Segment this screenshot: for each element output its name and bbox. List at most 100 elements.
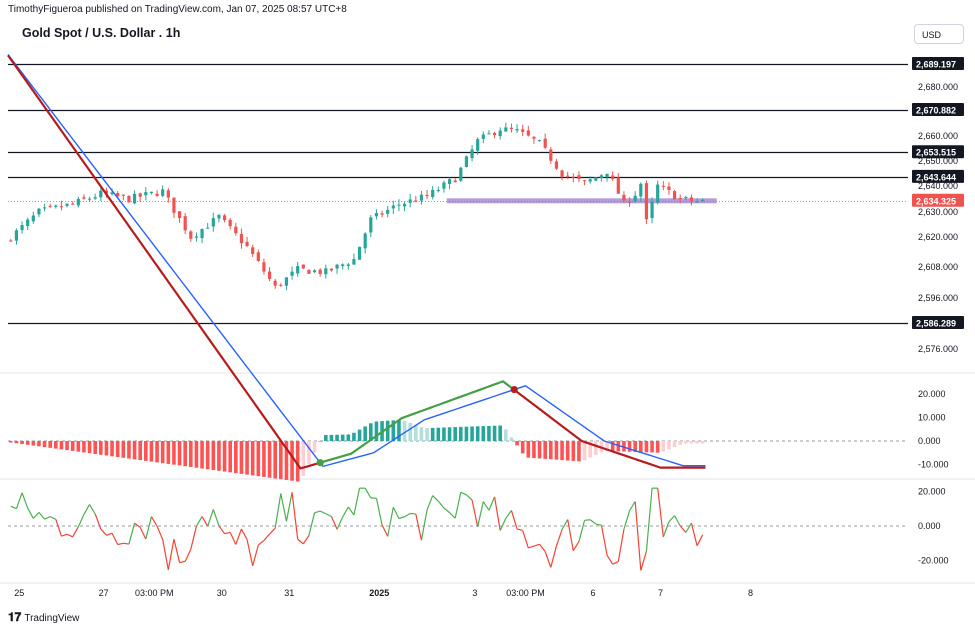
macd-histogram-bar: [144, 441, 148, 461]
oscillator-segment: [156, 525, 164, 540]
oscillator-segment: [94, 513, 102, 530]
candle-body: [26, 219, 30, 227]
currency-button[interactable]: USD: [914, 24, 964, 44]
tradingview-logo: 𝟏𝟕 TradingView: [8, 610, 79, 625]
candle-body: [296, 266, 300, 274]
oscillator-segment: [387, 507, 394, 537]
candle-body: [571, 176, 575, 178]
candle-body: [453, 180, 457, 183]
oscillator-segment: [426, 495, 434, 511]
macd-histogram-bar: [318, 440, 322, 442]
oscillator-segment: [179, 560, 186, 564]
candle-body: [31, 215, 35, 222]
oscillator-segment: [578, 520, 586, 542]
oscillator-segment: [477, 501, 484, 527]
macd-histogram-bar: [616, 441, 621, 452]
macd-histogram-bar: [307, 441, 311, 465]
macd-histogram-bar: [549, 441, 553, 460]
level-price-label: 2,670.882: [916, 106, 956, 116]
oscillator-segment: [173, 539, 181, 563]
candle-body: [689, 197, 694, 202]
candle-body: [104, 190, 109, 194]
level-price-label: 2,689.197: [916, 60, 956, 70]
level-price-tag[interactable]: [912, 316, 964, 329]
macd-histogram-bar: [577, 441, 581, 462]
level-price-tag[interactable]: [912, 169, 964, 183]
brand-label: TradingView: [24, 613, 80, 624]
candle-body: [149, 191, 154, 193]
oscillator-segment: [398, 516, 405, 520]
macd-histogram-bar: [700, 441, 705, 444]
candle-body: [650, 201, 654, 219]
macd-histogram-bar: [661, 441, 666, 452]
macd-histogram-bar: [695, 441, 699, 444]
level-price-tag[interactable]: [912, 103, 964, 116]
candle-body: [532, 136, 536, 139]
candle-body: [431, 189, 435, 198]
oscillator-segment: [38, 512, 46, 520]
oscillator-segment: [66, 533, 73, 538]
oscillator-segment: [623, 510, 631, 530]
macd-histogram-bar: [509, 437, 514, 441]
candle-body: [65, 203, 69, 206]
oscillator-segment: [555, 529, 563, 547]
time-axis-tick: 25: [14, 588, 24, 598]
candle-body: [599, 175, 604, 178]
time-axis-tick: 27: [99, 588, 109, 598]
macd-histogram-bar: [684, 441, 688, 444]
candle-body: [459, 167, 463, 181]
candle-body: [566, 175, 570, 177]
oscillator-segment: [600, 525, 608, 556]
candle-body: [20, 225, 24, 231]
macd-histogram-bar: [408, 422, 412, 441]
last-price-tag: [912, 193, 964, 207]
candle-body: [667, 186, 671, 191]
macd-histogram-bar: [110, 441, 114, 457]
macd-histogram-bar: [200, 441, 204, 469]
level-price-tag[interactable]: [912, 57, 964, 70]
macd-histogram-bar: [70, 441, 75, 451]
candle-body: [408, 199, 412, 203]
macd-histogram-bar: [9, 441, 13, 443]
osc-axis-tick: 0.000: [918, 521, 941, 531]
oscillator-segment: [567, 519, 574, 551]
oscillator-segment: [123, 542, 130, 545]
price-axis-tick: 2,640.000: [918, 181, 958, 191]
candle-body: [380, 213, 384, 215]
candle-body: [369, 217, 373, 233]
level-price-tag[interactable]: [912, 145, 964, 159]
macd-histogram-bar: [644, 441, 649, 453]
oscillator-segment: [106, 532, 113, 536]
price-axis-tick: 2,650.000: [918, 156, 958, 166]
candle-body: [357, 246, 362, 260]
oscillator-segment: [269, 527, 276, 535]
macd-histogram-bar: [48, 441, 52, 448]
macd-histogram-bar: [273, 441, 277, 479]
oscillator-segment: [460, 491, 467, 496]
support-zone[interactable]: [446, 198, 717, 204]
macd-histogram-bar: [93, 441, 97, 454]
oscillator-segment: [471, 499, 479, 527]
macd-histogram-bar: [31, 441, 36, 446]
candle-body: [177, 211, 182, 218]
oscillator-segment: [336, 516, 344, 530]
tradingview-logo-icon: 𝟏𝟕: [8, 610, 22, 624]
oscillator-segment: [302, 535, 310, 545]
macd-histogram-bar: [560, 441, 564, 461]
candle-body: [582, 180, 587, 182]
candle-body: [211, 218, 215, 227]
candle-body: [183, 216, 187, 231]
candle-body: [194, 236, 199, 238]
candle-body: [616, 177, 620, 194]
candle-body: [301, 264, 305, 269]
macd-histogram-bar: [464, 426, 469, 441]
macd-histogram-bar: [554, 441, 559, 460]
candle-body: [476, 139, 480, 151]
macd-histogram-bar: [65, 441, 69, 451]
candle-body: [386, 209, 390, 214]
macd-histogram-bar: [194, 441, 199, 468]
macd-histogram-bar: [571, 441, 576, 461]
price-axis-tick: 2,630.000: [918, 207, 958, 217]
macd-histogram-bar: [430, 427, 435, 441]
